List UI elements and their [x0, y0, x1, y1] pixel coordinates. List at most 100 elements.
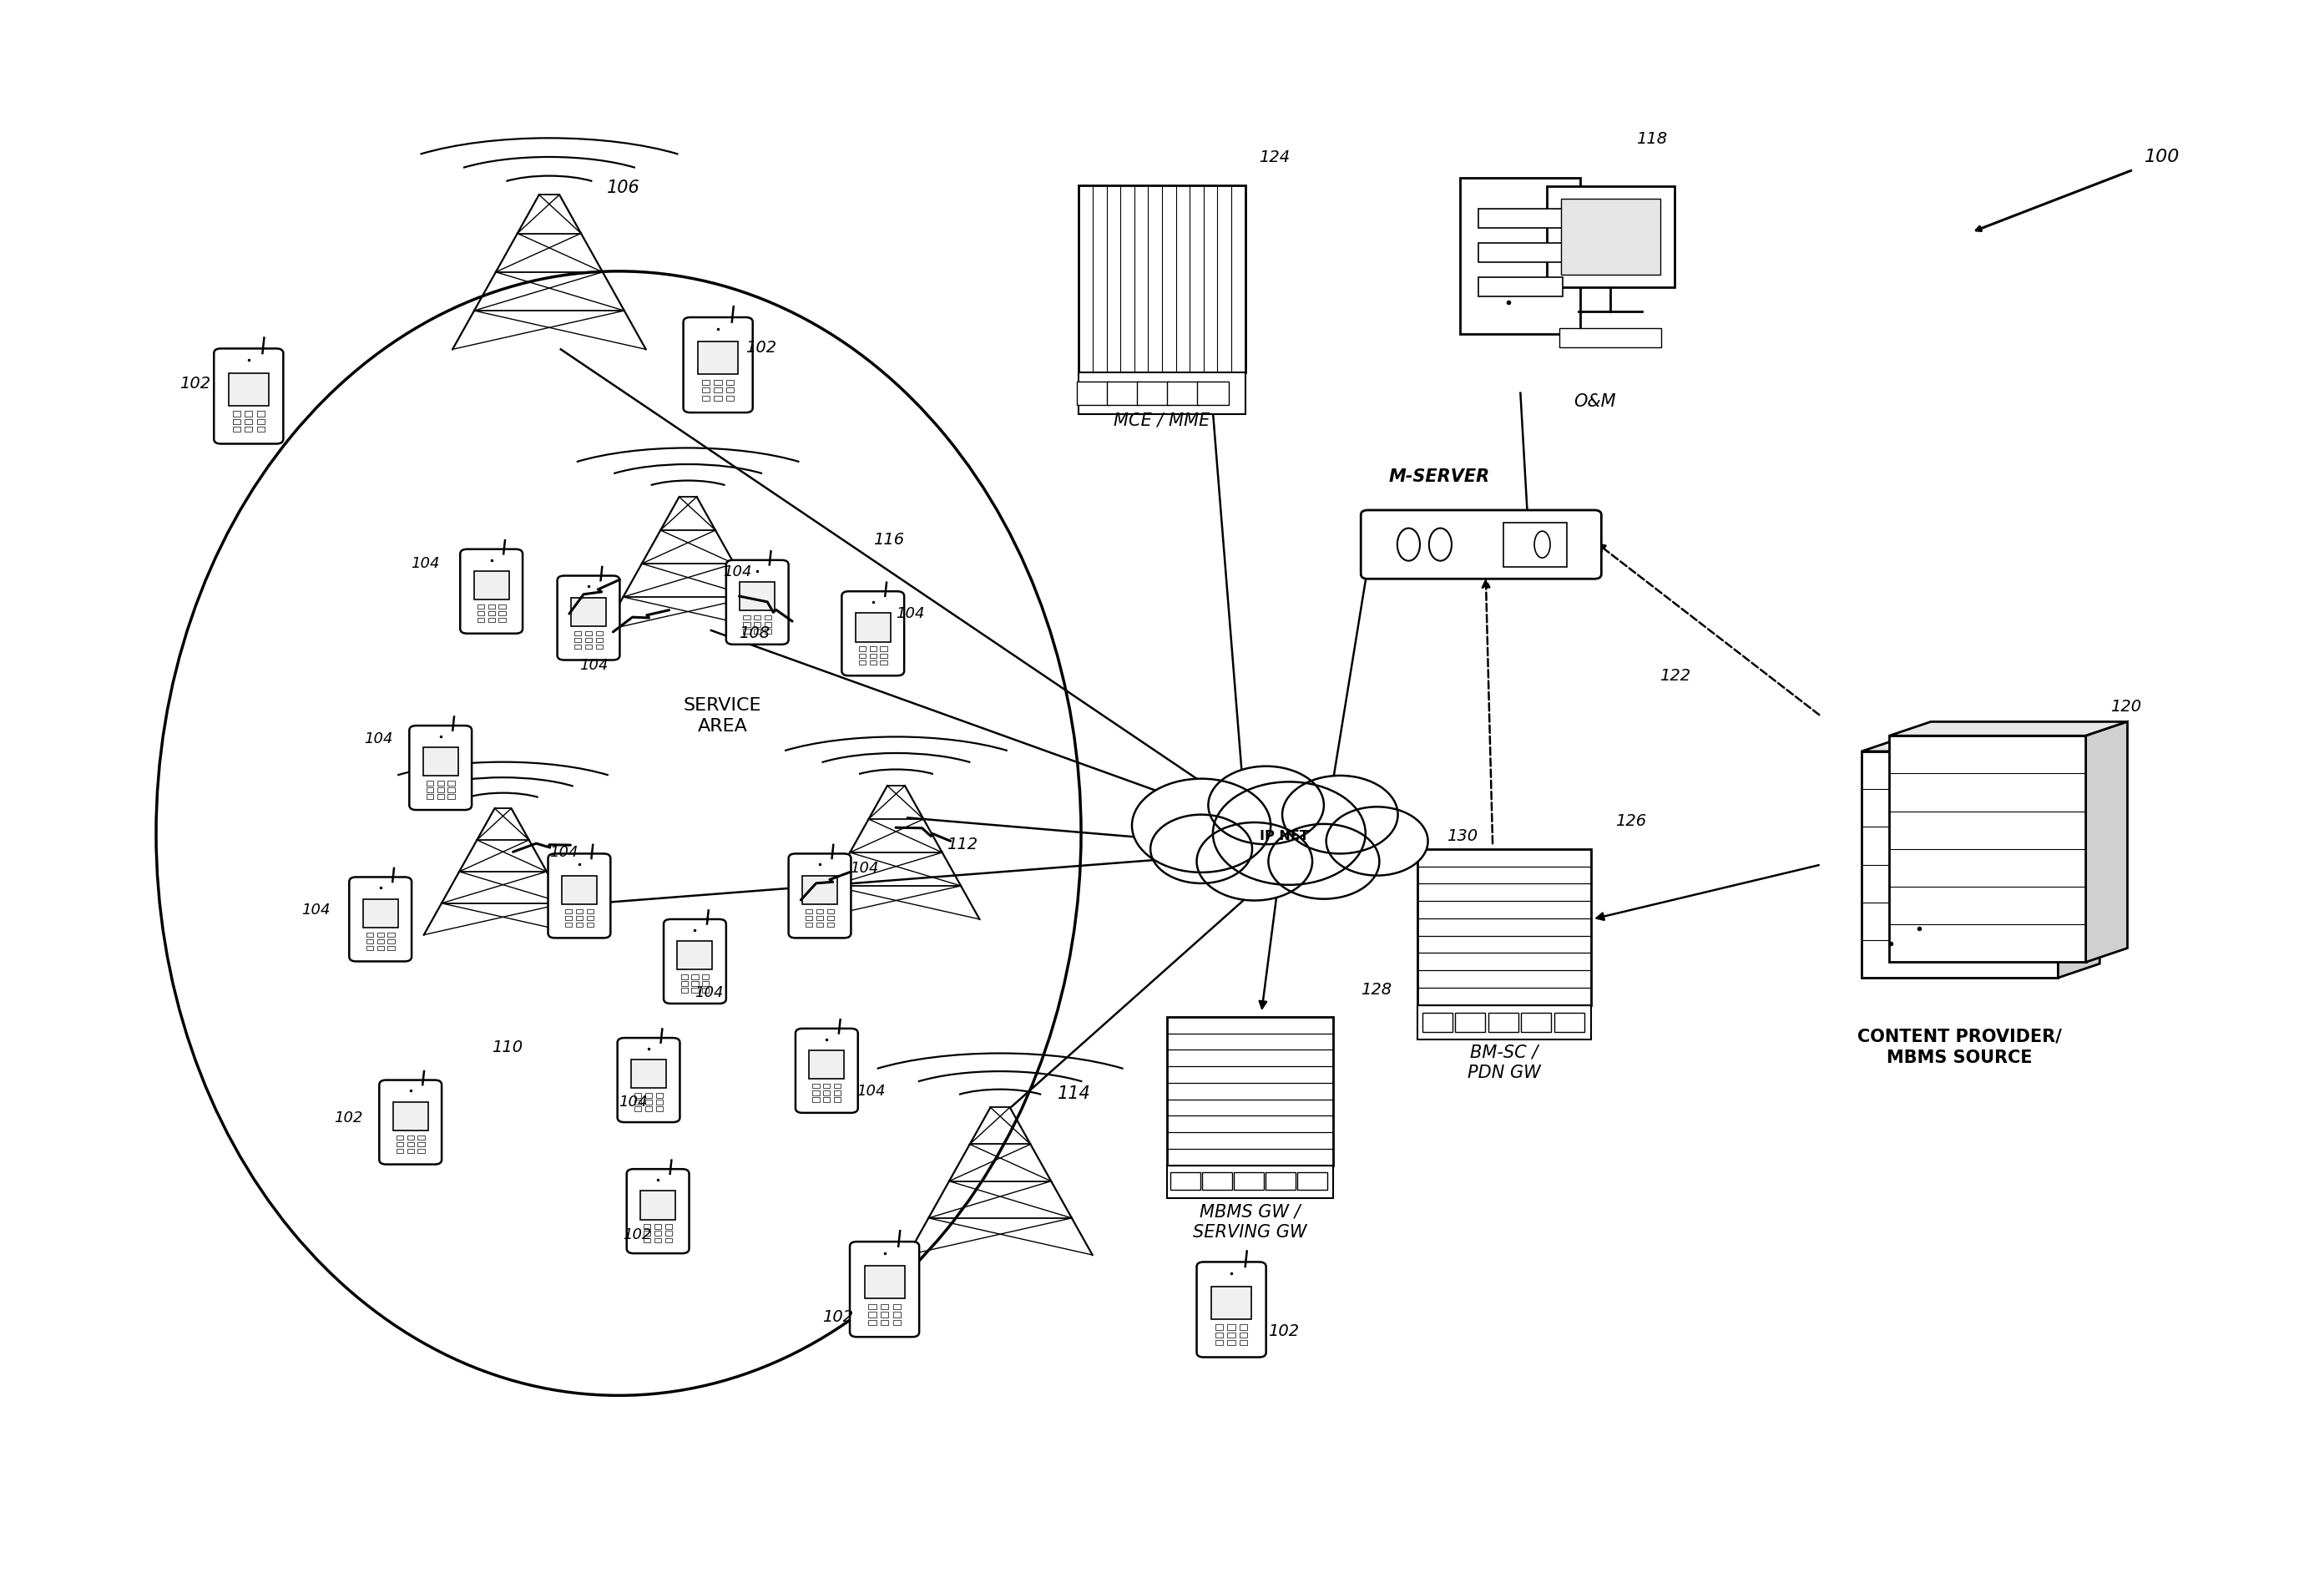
Bar — [258, 418, 265, 425]
Bar — [823, 1084, 830, 1089]
Text: 112: 112 — [946, 837, 978, 853]
Bar — [646, 1093, 653, 1098]
Bar — [1555, 1013, 1585, 1032]
Bar — [437, 780, 444, 785]
Bar — [1264, 1172, 1294, 1189]
Bar — [437, 794, 444, 799]
Text: 104: 104 — [695, 986, 723, 1000]
Text: 104: 104 — [365, 731, 393, 746]
Bar — [388, 945, 395, 950]
Bar — [727, 381, 734, 385]
Bar — [753, 621, 760, 626]
Bar — [576, 922, 583, 926]
FancyBboxPatch shape — [379, 1081, 442, 1164]
Bar — [806, 915, 813, 920]
Bar — [655, 1238, 662, 1243]
Bar — [681, 975, 688, 978]
Text: 104: 104 — [411, 557, 439, 571]
Bar — [562, 876, 597, 904]
Bar — [727, 395, 734, 401]
Bar — [565, 922, 572, 926]
Bar — [881, 661, 888, 664]
Bar — [644, 1224, 651, 1229]
Bar — [665, 1238, 672, 1243]
Bar — [1227, 1332, 1236, 1337]
Text: 114: 114 — [1057, 1085, 1092, 1103]
FancyBboxPatch shape — [851, 1241, 920, 1337]
Bar — [702, 988, 709, 993]
Bar — [586, 909, 593, 914]
Bar — [397, 1136, 402, 1140]
Bar — [574, 637, 581, 642]
Bar — [388, 933, 395, 938]
Bar — [809, 1051, 844, 1079]
Bar — [644, 1238, 651, 1243]
Bar — [1078, 186, 1246, 373]
Bar — [500, 618, 507, 623]
Bar — [869, 1312, 876, 1317]
Bar — [655, 1100, 662, 1104]
Bar — [425, 794, 432, 799]
Circle shape — [1269, 824, 1380, 898]
Bar — [1548, 186, 1673, 288]
Bar — [823, 1098, 830, 1101]
Bar — [1167, 1016, 1334, 1166]
Bar — [423, 747, 458, 775]
Bar — [376, 945, 383, 950]
Bar — [397, 1142, 402, 1147]
Bar — [595, 645, 602, 650]
Bar — [823, 1090, 830, 1095]
Bar — [816, 915, 823, 920]
Bar — [1478, 209, 1562, 228]
Polygon shape — [1889, 722, 2126, 736]
Bar — [449, 788, 456, 793]
Bar — [244, 411, 253, 417]
Circle shape — [1327, 807, 1427, 876]
Bar — [367, 939, 374, 944]
FancyBboxPatch shape — [409, 725, 472, 810]
Ellipse shape — [1397, 529, 1420, 562]
Bar — [418, 1142, 425, 1147]
Bar — [655, 1093, 662, 1098]
Bar — [702, 387, 709, 393]
Text: 104: 104 — [618, 1095, 648, 1111]
Bar — [881, 653, 888, 658]
Bar — [744, 615, 751, 620]
Text: 104: 104 — [302, 903, 330, 919]
Bar — [1136, 382, 1169, 404]
Bar — [1215, 1332, 1222, 1337]
Bar — [586, 915, 593, 920]
Bar — [595, 637, 602, 642]
Bar — [1455, 1013, 1485, 1032]
FancyBboxPatch shape — [627, 1169, 690, 1254]
Text: CONTENT PROVIDER/
MBMS SOURCE: CONTENT PROVIDER/ MBMS SOURCE — [1857, 1029, 2061, 1066]
Bar — [425, 780, 432, 785]
Bar — [232, 418, 239, 425]
Text: 130: 130 — [1446, 829, 1478, 845]
Bar — [1562, 198, 1659, 275]
Bar — [376, 939, 383, 944]
Circle shape — [1150, 815, 1253, 884]
Bar — [1422, 1013, 1452, 1032]
Polygon shape — [1862, 738, 2099, 752]
Bar — [697, 341, 739, 374]
Bar — [232, 426, 239, 431]
FancyBboxPatch shape — [1459, 178, 1580, 333]
Bar — [834, 1084, 841, 1089]
Text: 104: 104 — [723, 565, 751, 579]
FancyBboxPatch shape — [214, 349, 284, 444]
Bar — [892, 1312, 902, 1317]
Bar — [1239, 1340, 1248, 1345]
Bar — [753, 615, 760, 620]
Bar — [586, 922, 593, 926]
Text: 122: 122 — [1659, 669, 1690, 684]
Bar — [1559, 329, 1662, 348]
Bar — [1106, 382, 1139, 404]
Bar — [418, 1136, 425, 1140]
Bar — [449, 780, 456, 785]
Text: M-SERVER: M-SERVER — [1390, 469, 1490, 484]
Bar — [739, 582, 774, 610]
Bar — [702, 395, 709, 401]
Text: 102: 102 — [179, 376, 209, 392]
Text: O&M: O&M — [1573, 393, 1615, 409]
